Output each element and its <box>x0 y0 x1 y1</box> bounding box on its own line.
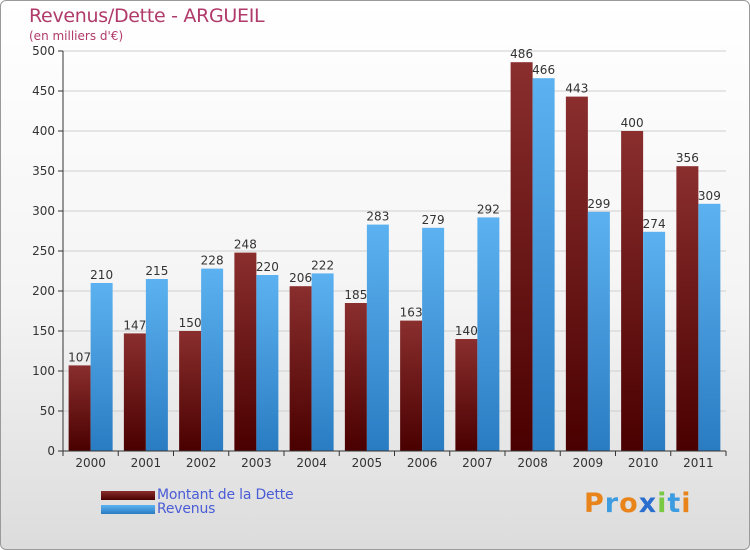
data-label-debt: 206 <box>289 271 312 285</box>
bar-debt <box>400 320 423 451</box>
bar-debt <box>621 131 644 451</box>
data-label-revenus: 210 <box>90 268 113 282</box>
data-label-debt: 185 <box>344 288 367 302</box>
data-label-revenus: 222 <box>311 258 334 272</box>
x-tick-label: 2003 <box>241 456 272 470</box>
logo-letter: i <box>657 488 668 519</box>
chart-title: Revenus/Dette - ARGUEIL <box>29 5 265 27</box>
legend-label-debt: Montant de la Dette <box>157 487 294 503</box>
bar-revenus <box>145 279 168 451</box>
x-tick-label: 2009 <box>573 456 604 470</box>
bar-revenus <box>587 211 610 451</box>
y-tick-label: 150 <box>32 324 55 338</box>
x-tick-label: 2011 <box>683 456 714 470</box>
data-label-revenus: 466 <box>532 63 555 77</box>
bar-revenus <box>201 268 224 451</box>
bar-debt <box>123 333 146 451</box>
x-tick-label: 2002 <box>186 456 217 470</box>
data-label-debt: 356 <box>676 151 699 165</box>
data-label-debt: 163 <box>400 306 423 320</box>
y-tick-label: 250 <box>32 244 55 258</box>
y-tick-label: 100 <box>32 364 55 378</box>
logo-letter: x <box>638 488 658 519</box>
y-tick-label: 200 <box>32 284 55 298</box>
legend-swatch-debt <box>101 490 155 500</box>
legend-swatch-revenus <box>101 504 155 514</box>
data-label-revenus: 283 <box>366 210 389 224</box>
data-label-debt: 486 <box>510 47 533 61</box>
data-label-revenus: 292 <box>477 202 500 216</box>
data-label-revenus: 274 <box>643 217 666 231</box>
x-tick-label: 2005 <box>352 456 383 470</box>
x-tick-label: 2008 <box>517 456 548 470</box>
data-label-revenus: 309 <box>698 189 721 203</box>
logo-letter: t <box>667 488 682 519</box>
bar-debt <box>179 331 202 451</box>
y-tick-label: 50 <box>40 404 55 418</box>
legend-item-debt: Montant de la Dette <box>101 487 294 503</box>
y-tick-label: 400 <box>32 124 55 138</box>
data-label-debt: 147 <box>123 318 146 332</box>
y-tick-label: 500 <box>32 44 55 58</box>
data-label-revenus: 299 <box>587 197 610 211</box>
y-tick-label: 300 <box>32 204 55 218</box>
bar-debt <box>234 252 257 451</box>
bar-debt <box>68 365 91 451</box>
data-label-debt: 150 <box>179 316 202 330</box>
x-tick-label: 2007 <box>462 456 493 470</box>
x-tick-label: 2000 <box>75 456 106 470</box>
data-label-debt: 248 <box>234 238 257 252</box>
data-label-revenus: 228 <box>201 254 224 268</box>
bar-revenus <box>532 78 555 451</box>
bar-debt <box>455 339 478 451</box>
data-label-debt: 443 <box>565 82 588 96</box>
data-label-revenus: 279 <box>422 213 445 227</box>
data-label-debt: 107 <box>68 350 91 364</box>
y-tick-label: 0 <box>47 444 55 458</box>
logo-letter: r <box>604 488 620 519</box>
x-tick-label: 2001 <box>131 456 162 470</box>
bar-revenus <box>366 224 389 451</box>
logo-letter: P <box>584 488 605 519</box>
bar-revenus <box>643 231 666 451</box>
bar-revenus <box>311 273 334 451</box>
logo-letter: o <box>619 488 639 519</box>
proxiti-logo: Proxiti <box>584 488 692 519</box>
bar-debt <box>676 166 699 451</box>
bar-revenus <box>477 217 500 451</box>
y-tick-label: 450 <box>32 84 55 98</box>
legend-label-revenus: Revenus <box>157 501 216 517</box>
bar-revenus <box>256 275 279 451</box>
bar-debt <box>565 96 588 451</box>
bar-debt <box>510 62 533 451</box>
bar-debt <box>344 303 367 451</box>
logo-letter: i <box>681 488 692 519</box>
bar-debt <box>289 286 312 451</box>
bar-revenus <box>90 283 113 451</box>
data-label-debt: 400 <box>621 116 644 130</box>
y-tick-label: 350 <box>32 164 55 178</box>
bar-revenus <box>422 227 445 451</box>
legend-item-revenus: Revenus <box>101 501 216 517</box>
bar-revenus <box>698 203 721 451</box>
x-tick-label: 2004 <box>296 456 327 470</box>
x-tick-label: 2006 <box>407 456 438 470</box>
data-label-revenus: 215 <box>145 264 168 278</box>
data-label-debt: 140 <box>455 324 478 338</box>
data-label-revenus: 220 <box>256 260 279 274</box>
x-tick-label: 2010 <box>628 456 659 470</box>
chart-subtitle: (en milliers d'€) <box>29 29 124 43</box>
